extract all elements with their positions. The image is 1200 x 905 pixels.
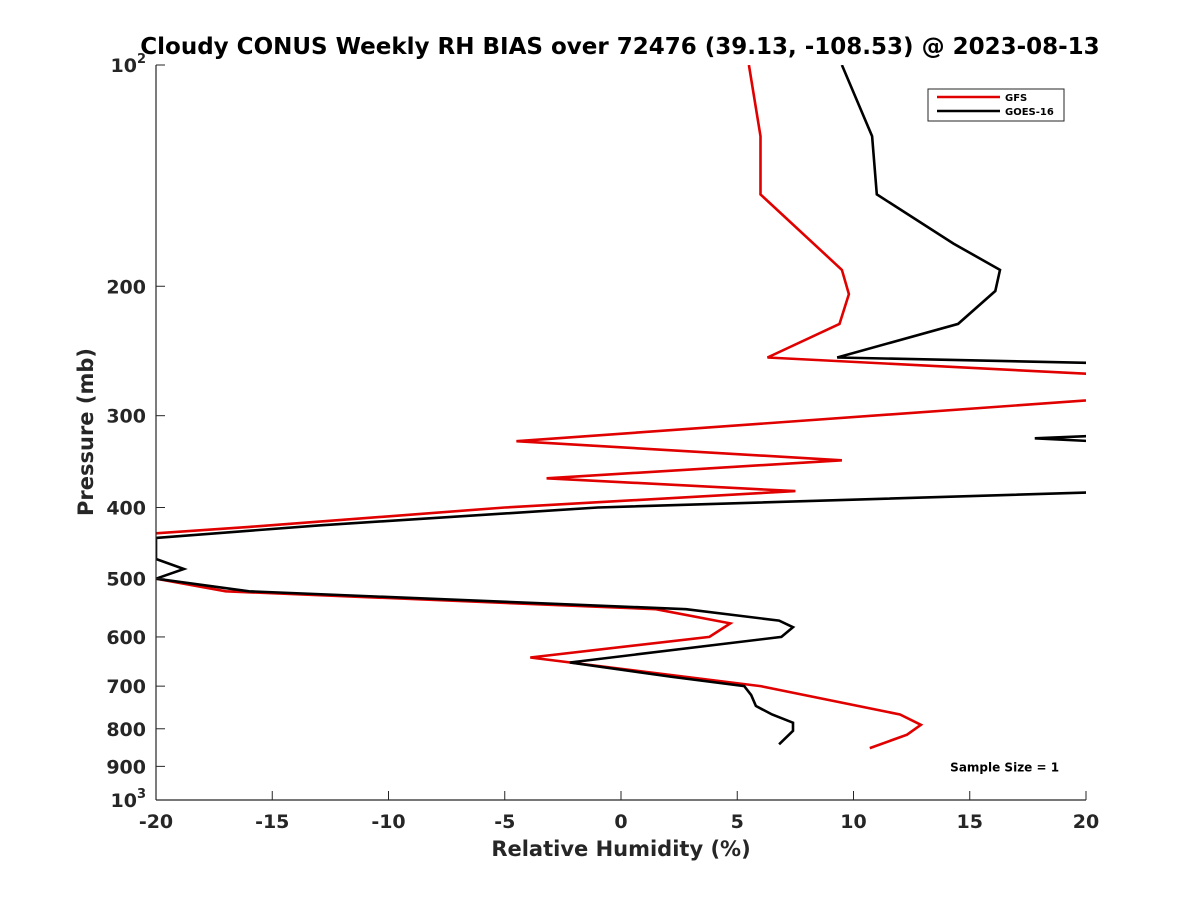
x-tick-label: 0 bbox=[614, 811, 627, 833]
y-tick-label: 103 bbox=[111, 787, 147, 812]
x-ticks: -20 -15 -10 -5 0 5 10 15 20 bbox=[139, 791, 1099, 833]
legend-box bbox=[927, 88, 1065, 122]
x-tick-label: 10 bbox=[840, 811, 866, 833]
y-tick-label: 800 bbox=[106, 719, 146, 741]
x-tick-label: -10 bbox=[371, 811, 405, 833]
y-axis-label: Pressure (mb) bbox=[74, 348, 98, 516]
y-tick-exponent: 2 bbox=[137, 52, 146, 67]
series-layer bbox=[156, 65, 1086, 750]
x-tick-label: -5 bbox=[494, 811, 515, 833]
y-tick-label: 500 bbox=[106, 569, 146, 591]
x-tick-label: -20 bbox=[139, 811, 173, 833]
y-tick-label: 900 bbox=[106, 756, 146, 778]
legend: GFS GOES-16 bbox=[927, 88, 1065, 122]
y-tick-base: 10 bbox=[111, 55, 137, 77]
x-tick-label: -15 bbox=[255, 811, 289, 833]
y-tick-exponent: 3 bbox=[137, 787, 146, 802]
legend-label-gfs: GFS bbox=[1005, 93, 1027, 104]
y-tick-base: 10 bbox=[111, 790, 137, 812]
x-tick-label: 15 bbox=[957, 811, 983, 833]
y-tick-label: 102 bbox=[111, 52, 147, 77]
x-tick-label: 20 bbox=[1073, 811, 1099, 833]
y-tick-label: 400 bbox=[106, 498, 146, 520]
legend-label-goes16: GOES-16 bbox=[1005, 107, 1054, 118]
y-tick-label: 600 bbox=[106, 627, 146, 649]
y-tick-label: 700 bbox=[106, 676, 146, 698]
x-axis-label: Relative Humidity (%) bbox=[491, 837, 750, 861]
x-tick-label: 5 bbox=[731, 811, 744, 833]
y-tick-label: 200 bbox=[106, 276, 146, 298]
series-line-goes16 bbox=[156, 65, 1086, 746]
series-line-gfs bbox=[156, 65, 1086, 750]
y-tick-label: 300 bbox=[106, 406, 146, 428]
sample-size-annotation: Sample Size = 1 bbox=[950, 760, 1059, 774]
chart-title: Cloudy CONUS Weekly RH BIAS over 72476 (… bbox=[140, 34, 1099, 60]
